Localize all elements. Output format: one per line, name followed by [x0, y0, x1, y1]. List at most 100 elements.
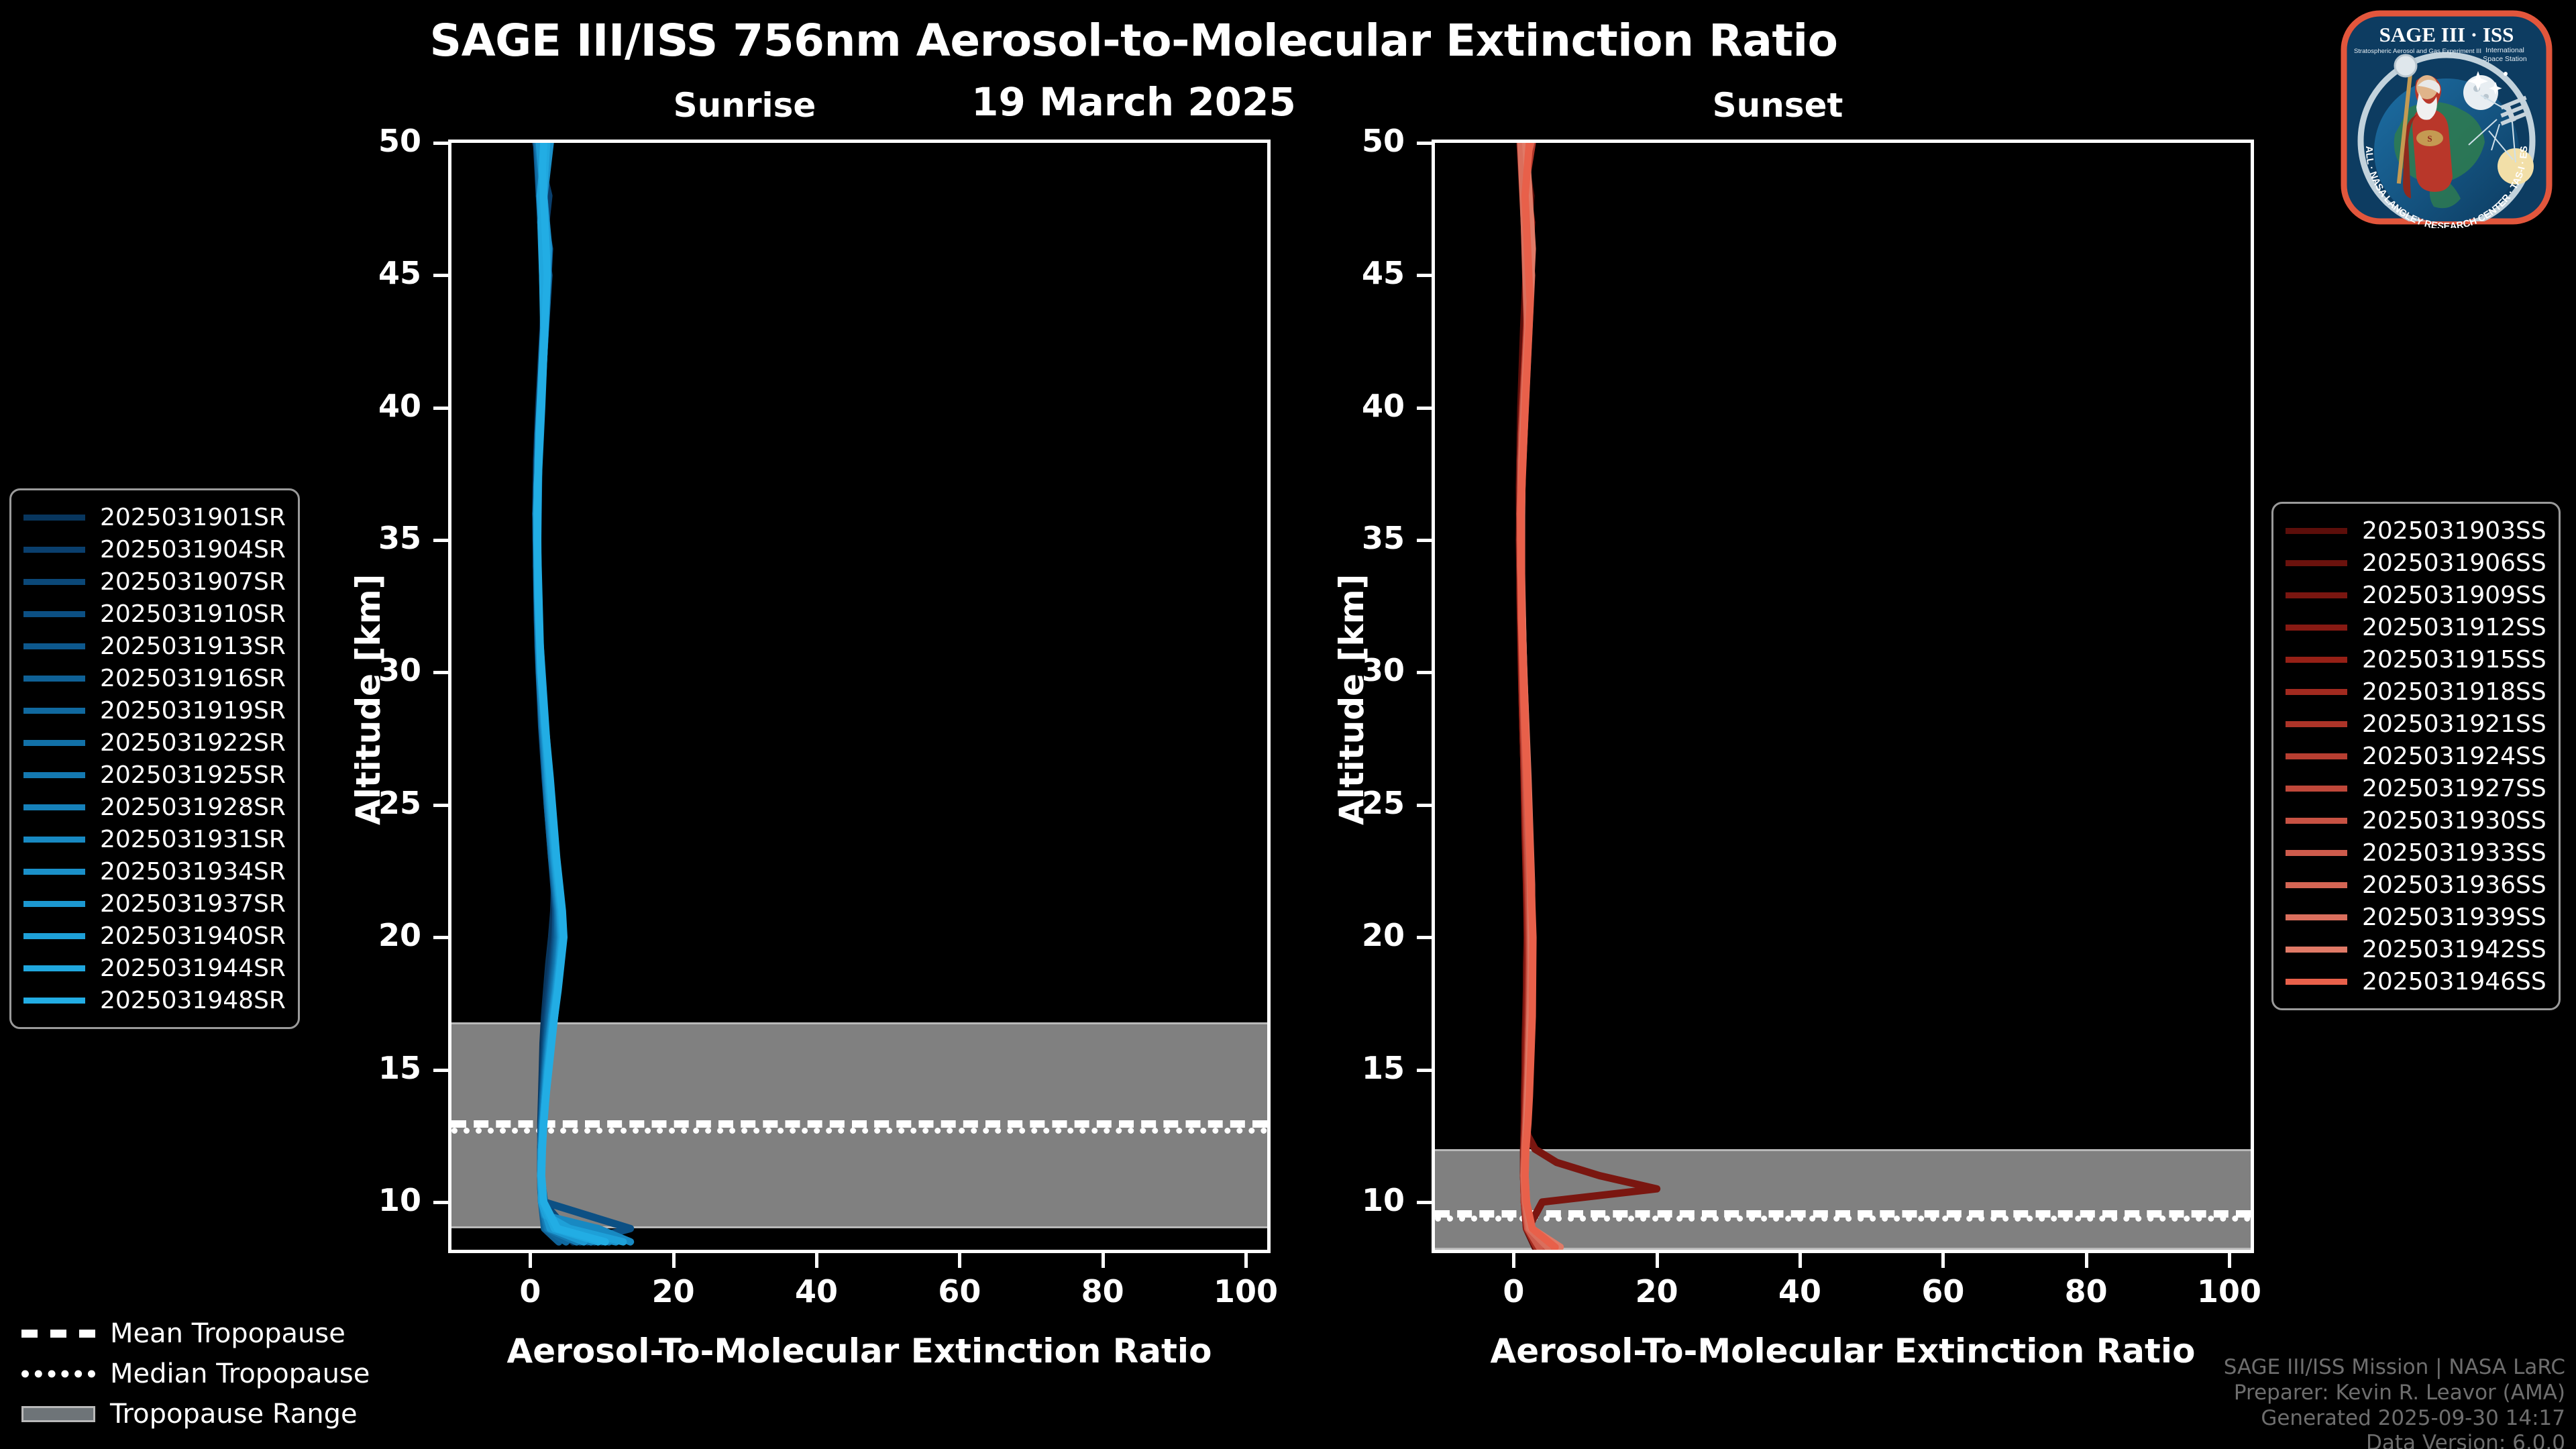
x-tick-mark — [1244, 1253, 1248, 1268]
legend-item[interactable]: 2025031924SS — [2286, 740, 2546, 772]
x-tick-label: 40 — [1778, 1273, 1821, 1309]
y-tick-label: 50 — [1361, 123, 1405, 159]
x-tick-label: 0 — [1503, 1273, 1525, 1309]
x-tick-label: 0 — [519, 1273, 541, 1309]
legend-item[interactable]: 2025031918SS — [2286, 676, 2546, 708]
y-tick-mark — [1417, 803, 1432, 807]
y-tick-mark — [1417, 274, 1432, 278]
legend-label: 2025031948SR — [100, 986, 286, 1014]
legend-color-swatch — [2286, 946, 2347, 953]
x-tick-mark — [529, 1253, 533, 1268]
legend-item[interactable]: 2025031937SR — [23, 888, 286, 920]
y-tick-mark — [1417, 671, 1432, 675]
x-tick-label: 40 — [794, 1273, 838, 1309]
y-tick-mark — [1417, 936, 1432, 940]
legend-label: 2025031918SS — [2362, 678, 2546, 706]
legend-color-swatch — [23, 514, 85, 521]
legend-item[interactable]: 2025031946SS — [2286, 965, 2546, 998]
data-line-2025031948SR — [533, 143, 609, 1246]
legend-label: 2025031915SS — [2362, 645, 2546, 674]
legend-color-swatch — [2286, 785, 2347, 792]
legend-label: 2025031928SR — [100, 793, 286, 821]
legend-item[interactable]: 2025031903SS — [2286, 515, 2546, 547]
legend-color-swatch — [23, 771, 85, 778]
legend-item[interactable]: 2025031910SR — [23, 598, 286, 630]
legend-label: 2025031913SR — [100, 632, 286, 660]
x-tick-mark — [958, 1253, 962, 1268]
legend-label: 2025031909SS — [2362, 581, 2546, 609]
y-tick-label: 45 — [378, 255, 421, 292]
page-title: SAGE III/ISS 756nm Aerosol-to-Molecular … — [429, 15, 1838, 66]
x-tick-label: 100 — [1213, 1273, 1279, 1309]
legend-item[interactable]: 2025031933SS — [2286, 837, 2546, 869]
legend-item[interactable]: 2025031925SR — [23, 759, 286, 791]
legend-item[interactable]: 2025031940SR — [23, 920, 286, 952]
y-tick-mark — [1417, 1200, 1432, 1204]
legend-item[interactable]: 2025031942SS — [2286, 933, 2546, 965]
legend-item[interactable]: 2025031930SS — [2286, 804, 2546, 837]
legend-item[interactable]: 2025031927SS — [2286, 772, 2546, 804]
legend-color-swatch — [23, 836, 85, 843]
dashed-line-icon — [21, 1326, 95, 1342]
legend-item[interactable]: 2025031928SR — [23, 791, 286, 823]
legend-sunrise[interactable]: 2025031901SR 2025031904SR 2025031907SR 2025… — [9, 488, 300, 1029]
legend-label: 2025031904SR — [100, 535, 286, 564]
x-tick-label: 100 — [2196, 1273, 2262, 1309]
legend-sunset[interactable]: 2025031903SS 2025031906SS 2025031909SS 2025… — [2271, 502, 2561, 1010]
legend-color-swatch — [23, 675, 85, 682]
legend-color-swatch — [23, 997, 85, 1004]
data-lines-sunrise — [532, 143, 635, 1246]
legend-item[interactable]: 2025031934SR — [23, 855, 286, 888]
legend-item[interactable]: 2025031922SR — [23, 727, 286, 759]
y-tick-label: 35 — [378, 520, 421, 557]
legend-label: 2025031934SR — [100, 857, 286, 885]
y-tick-mark — [1417, 142, 1432, 145]
legend-label: 2025031924SS — [2362, 742, 2546, 770]
legend-label: 2025031937SR — [100, 890, 286, 918]
x-tick-label: 80 — [2064, 1273, 2108, 1309]
legend-color-swatch — [23, 965, 85, 971]
y-tick-label: 20 — [378, 917, 421, 954]
panel-caption-sunrise: Sunrise — [673, 86, 816, 125]
legend-item[interactable]: 2025031936SS — [2286, 869, 2546, 901]
legend-item[interactable]: 2025031944SR — [23, 952, 286, 984]
y-tick-label: 20 — [1361, 917, 1405, 954]
legend-item[interactable]: 2025031901SR — [23, 501, 286, 533]
legend-item[interactable]: 2025031907SR — [23, 566, 286, 598]
credit-preparer: Preparer: Kevin R. Leavor (AMA) — [2233, 1380, 2565, 1405]
legend-item[interactable]: 2025031939SS — [2286, 901, 2546, 933]
legend-item[interactable]: 2025031921SS — [2286, 708, 2546, 740]
x-tick-label: 20 — [1635, 1273, 1678, 1309]
legend-label: 2025031922SR — [100, 729, 286, 757]
legend-color-swatch — [23, 804, 85, 810]
median-tropopause-line-sunrise — [451, 1128, 1267, 1134]
legend-color-swatch — [2286, 978, 2347, 985]
legend-item[interactable]: 2025031916SR — [23, 662, 286, 694]
legend-item[interactable]: 2025031915SS — [2286, 643, 2546, 676]
legend-label: 2025031927SS — [2362, 774, 2546, 802]
mean-tropopause-line-sunrise — [451, 1120, 1267, 1128]
panel-caption-sunset: Sunset — [1712, 86, 1843, 125]
plot-sunset — [1432, 140, 2254, 1253]
legend-item[interactable]: 2025031948SR — [23, 984, 286, 1016]
legend-item[interactable]: 2025031906SS — [2286, 547, 2546, 579]
legend-item[interactable]: 2025031913SR — [23, 630, 286, 662]
legend-label: 2025031940SR — [100, 922, 286, 950]
legend-item[interactable]: 2025031919SR — [23, 694, 286, 727]
legend-color-swatch — [2286, 720, 2347, 727]
x-tick-mark — [1941, 1253, 1945, 1268]
legend-item[interactable]: 2025031912SS — [2286, 611, 2546, 643]
median-tropopause-line-sunset — [1435, 1215, 2251, 1222]
x-tick-mark — [672, 1253, 676, 1268]
legend-color-swatch — [2286, 656, 2347, 663]
legend-label: 2025031944SR — [100, 954, 286, 982]
legend-label: 2025031903SS — [2362, 517, 2546, 545]
legend-label: 2025031933SS — [2362, 839, 2546, 867]
legend-color-swatch — [2286, 527, 2347, 534]
data-lines-sunset — [1515, 143, 1661, 1250]
legend-item[interactable]: 2025031931SR — [23, 823, 286, 855]
legend-label: 2025031939SS — [2362, 903, 2546, 931]
legend-label: 2025031919SR — [100, 696, 286, 724]
legend-item[interactable]: 2025031904SR — [23, 533, 286, 566]
legend-item[interactable]: 2025031909SS — [2286, 579, 2546, 611]
